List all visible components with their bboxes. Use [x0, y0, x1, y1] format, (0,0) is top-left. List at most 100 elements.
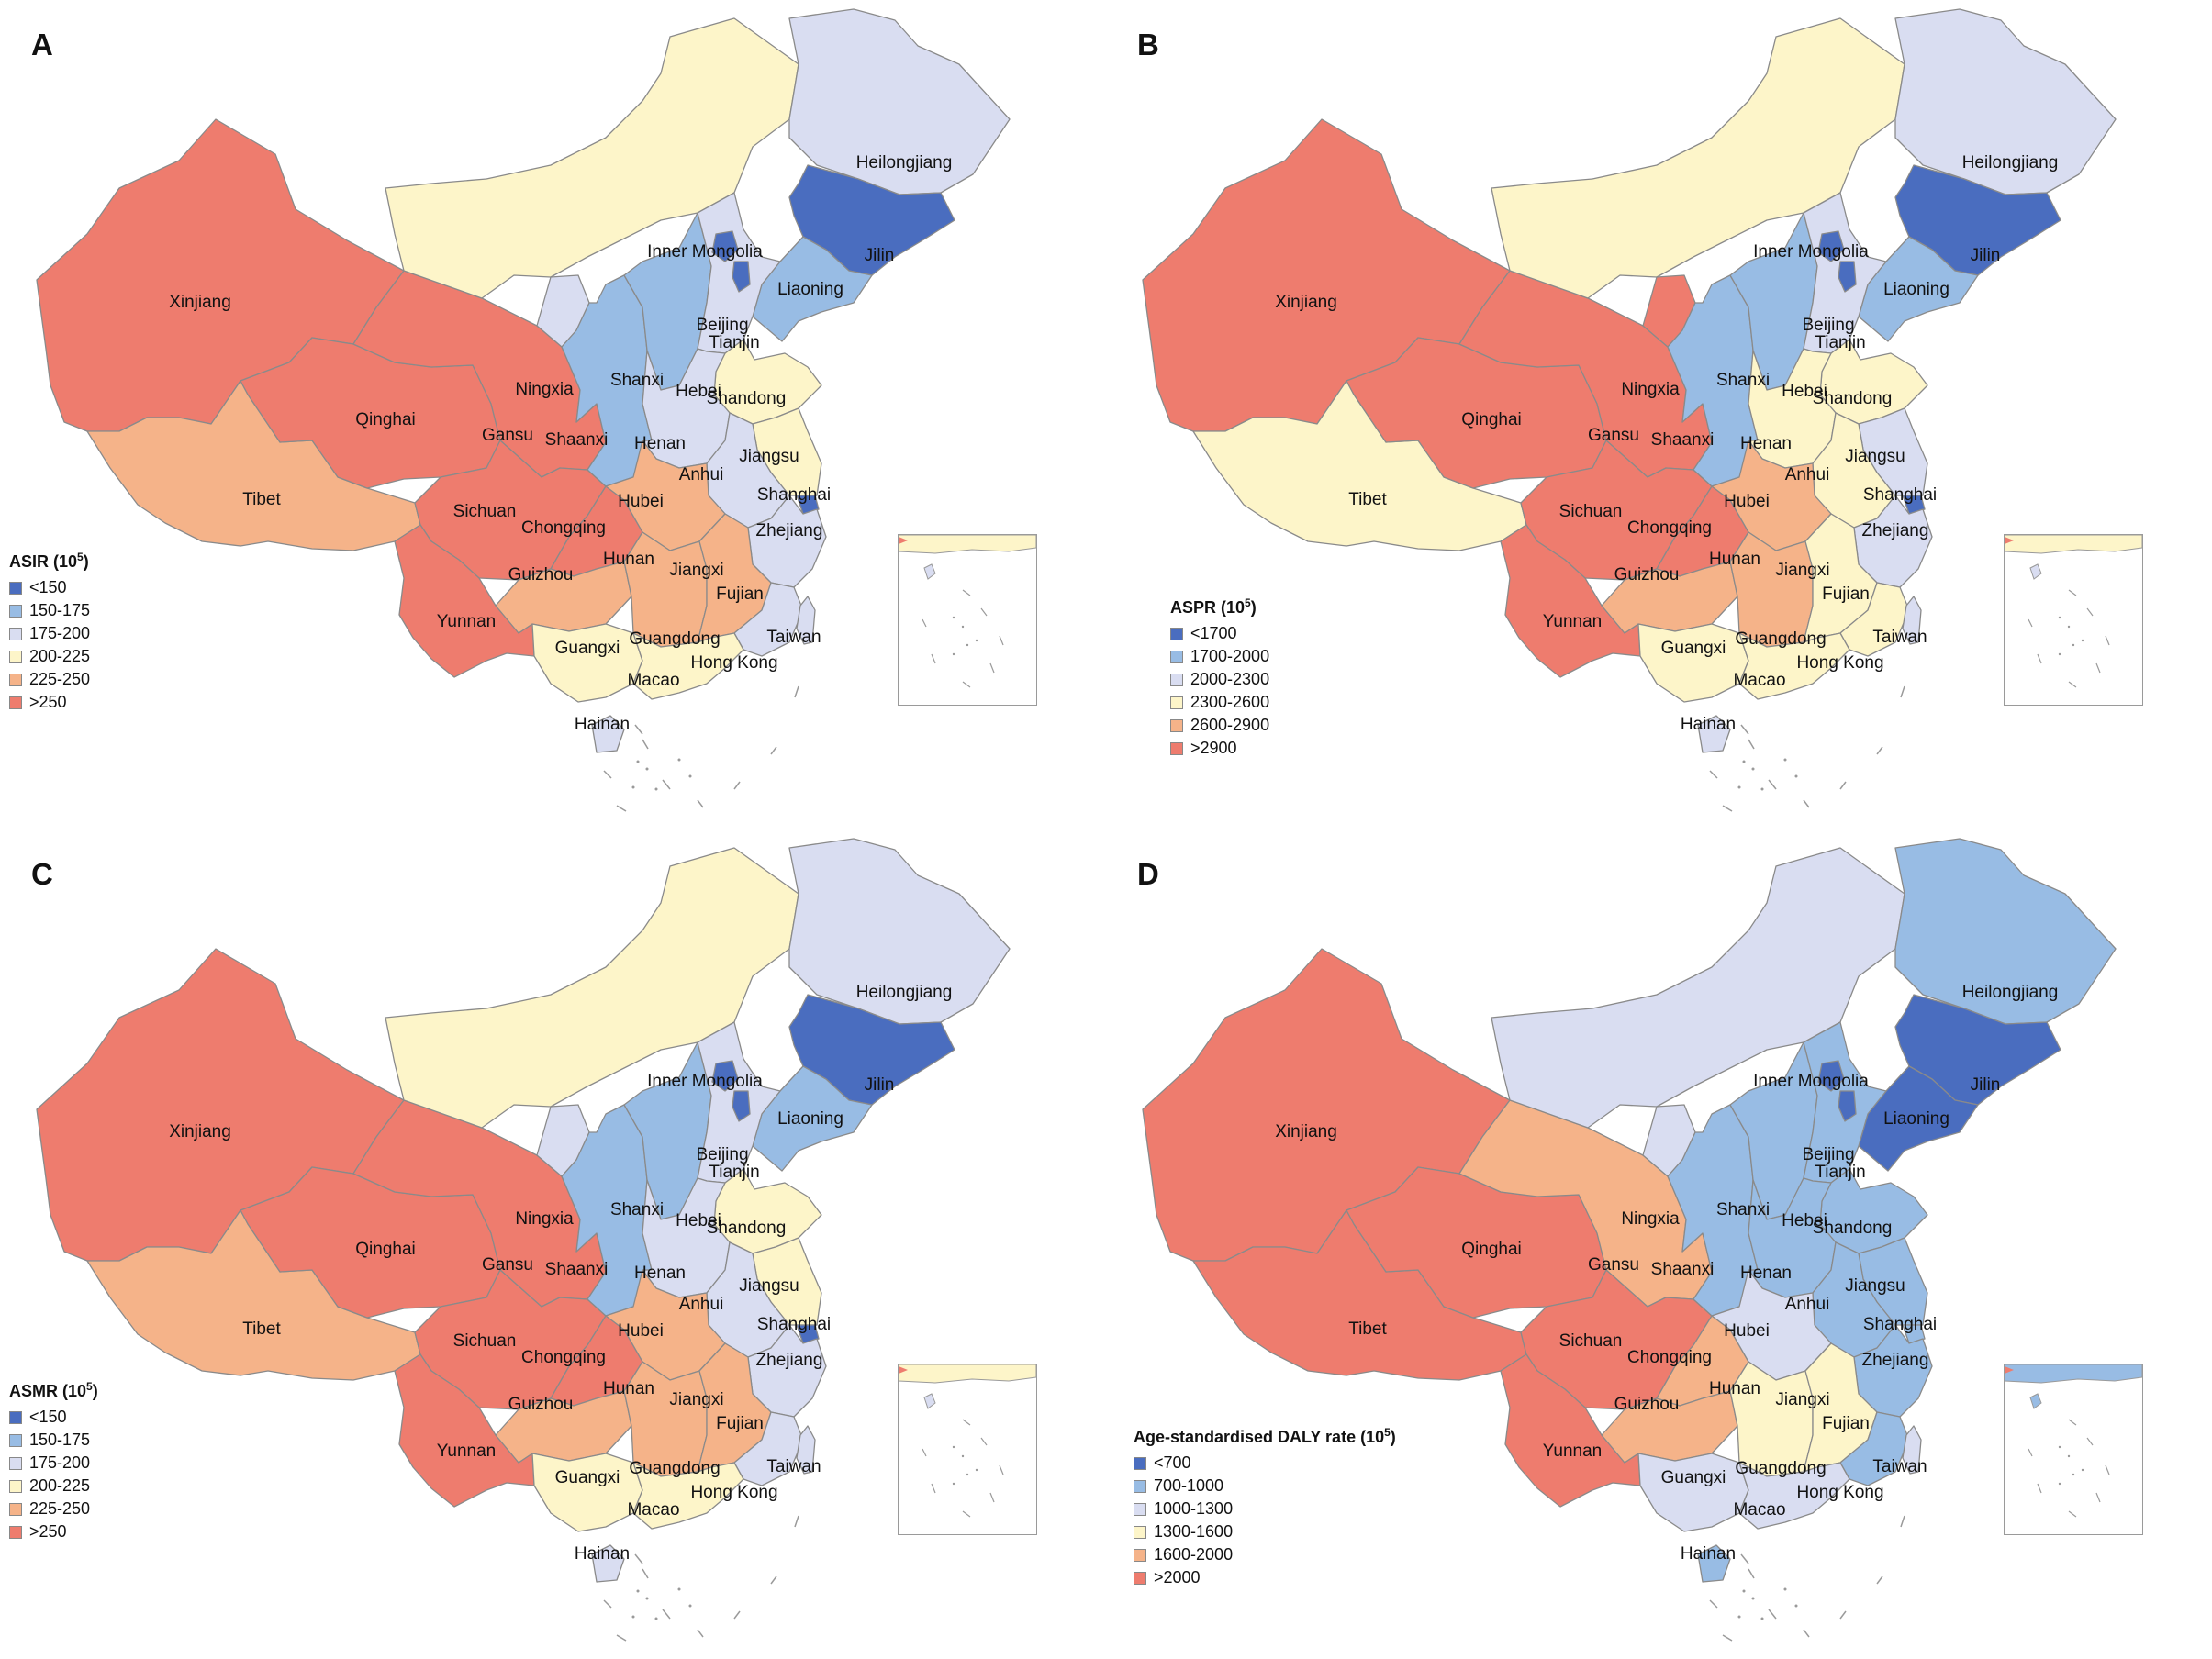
province-label-tianjin: Tianjin — [709, 333, 760, 352]
nine-dash-line-segment — [1900, 685, 1905, 698]
province-label-beijing: Beijing — [696, 316, 749, 335]
south-china-sea-inset — [898, 534, 1037, 706]
province-label-yunnan: Yunnan — [436, 612, 497, 631]
province-beijing[interactable] — [711, 230, 739, 262]
province-label-shanghai: Shanghai — [756, 485, 832, 505]
legend-item-label: 1700-2000 — [1190, 647, 1270, 665]
province-heilongjiang[interactable] — [1894, 8, 2117, 195]
province-beijing[interactable] — [1817, 230, 1845, 262]
island-dot — [1742, 1589, 1746, 1593]
province-label-anhui: Anhui — [678, 465, 724, 484]
province-taiwan[interactable] — [796, 596, 816, 645]
province-label-heilongjiang: Heilongjiang — [855, 983, 953, 1002]
panel-letter: A — [31, 28, 53, 61]
province-taiwan[interactable] — [796, 1425, 816, 1475]
inset-island-dot — [952, 1445, 955, 1449]
province-label-anhui: Anhui — [1784, 465, 1830, 484]
inset-map — [2004, 1364, 2143, 1518]
province-label-guizhou: Guizhou — [508, 1395, 574, 1414]
legend-swatch — [1134, 1571, 1146, 1585]
island-dot — [1794, 774, 1798, 778]
inset-dash — [989, 662, 995, 674]
province-beijing[interactable] — [711, 1060, 739, 1092]
province-guangdong[interactable] — [1738, 632, 1850, 700]
province-guangdong[interactable] — [632, 1462, 744, 1530]
province-shanghai[interactable] — [796, 1324, 820, 1344]
province-guangxi[interactable] — [1637, 1453, 1749, 1532]
province-label-fujian: Fujian — [1822, 1414, 1870, 1433]
province-label-beijing: Beijing — [1802, 1145, 1855, 1164]
province-tianjin[interactable] — [732, 261, 751, 293]
island-dot — [688, 774, 692, 778]
province-guizhou[interactable] — [1601, 1390, 1738, 1464]
province-label-jiangxi: Jiangxi — [669, 561, 724, 580]
island-dot — [645, 1597, 649, 1600]
province-guizhou[interactable] — [495, 561, 632, 634]
province-beijing[interactable] — [1817, 1060, 1845, 1092]
inset-dash — [2086, 1437, 2094, 1446]
province-label-ningxia: Ningxia — [1621, 380, 1680, 399]
nine-dash-line-segment — [1803, 799, 1810, 808]
legend-item: 2600-2900 — [1170, 714, 1269, 737]
province-label-ningxia: Ningxia — [515, 380, 574, 399]
legend-item-label: 2600-2900 — [1190, 716, 1270, 734]
province-tianjin[interactable] — [1838, 261, 1857, 293]
province-guangxi[interactable] — [1637, 623, 1749, 703]
inset-dash — [2095, 1492, 2101, 1503]
province-label-zhejiang: Zhejiang — [1861, 521, 1929, 540]
legend-swatch — [1170, 650, 1183, 663]
province-shanghai[interactable] — [1902, 1324, 1926, 1344]
island-dot — [1760, 787, 1764, 791]
legend-item: 2000-2300 — [1170, 668, 1269, 691]
province-label-hebei: Hebei — [1782, 382, 1827, 401]
legend-swatch — [9, 627, 22, 640]
province-guangdong[interactable] — [632, 632, 744, 700]
province-shanghai[interactable] — [796, 495, 820, 515]
province-guizhou[interactable] — [495, 1390, 632, 1464]
legend-title-close: ) — [1250, 598, 1257, 617]
nine-dash-line-segment — [616, 1634, 627, 1642]
province-heilongjiang[interactable] — [788, 838, 1011, 1025]
inset-dash — [999, 1464, 1004, 1475]
province-guizhou[interactable] — [1601, 561, 1738, 634]
province-heilongjiang[interactable] — [788, 8, 1011, 195]
province-taiwan[interactable] — [1902, 1425, 1922, 1475]
province-label-heilongjiang: Heilongjiang — [1961, 983, 2059, 1002]
inset-island-dot — [2081, 639, 2084, 642]
province-label-xinjiang: Xinjiang — [1275, 293, 1337, 312]
inset-dash — [2068, 589, 2077, 596]
province-shanghai[interactable] — [1902, 495, 1926, 515]
inset-hainan — [2029, 563, 2042, 580]
province-tianjin[interactable] — [732, 1090, 751, 1122]
province-hainan[interactable] — [591, 1544, 625, 1583]
province-label-hong-kong: Hong Kong — [1796, 653, 1884, 673]
legend-item-label: >250 — [29, 1522, 67, 1541]
legend-swatch — [1170, 673, 1183, 686]
legend-item: 1000-1300 — [1134, 1498, 1396, 1520]
province-guangxi[interactable] — [531, 623, 643, 703]
inset-dash — [2105, 1464, 2110, 1475]
province-label-guangdong: Guangdong — [629, 629, 721, 649]
province-hainan[interactable] — [1697, 715, 1731, 753]
inset-hainan — [923, 1393, 936, 1409]
province-hainan[interactable] — [591, 715, 625, 753]
nine-dash-line-segment — [1709, 770, 1718, 779]
nine-dash-line-segment — [1709, 1599, 1718, 1609]
province-hainan[interactable] — [1697, 1544, 1731, 1583]
inset-island-dot — [2067, 1454, 2071, 1458]
legend-swatch — [1134, 1525, 1146, 1539]
province-guangdong[interactable] — [1738, 1462, 1850, 1530]
province-heilongjiang[interactable] — [1894, 838, 2117, 1025]
legend-title-text: ASIR (10 — [9, 552, 78, 571]
island-dot — [1783, 758, 1787, 762]
inset-island-dot — [975, 639, 978, 642]
inset-island-dot — [2058, 616, 2061, 619]
legend-item: 1600-2000 — [1134, 1543, 1396, 1566]
province-label-macao: Macao — [1733, 671, 1786, 690]
province-taiwan[interactable] — [1902, 596, 1922, 645]
legend-swatch — [9, 604, 22, 618]
province-guangxi[interactable] — [531, 1453, 643, 1532]
province-tianjin[interactable] — [1838, 1090, 1857, 1122]
province-label-sichuan: Sichuan — [1558, 502, 1623, 521]
province-label-yunnan: Yunnan — [1542, 612, 1603, 631]
